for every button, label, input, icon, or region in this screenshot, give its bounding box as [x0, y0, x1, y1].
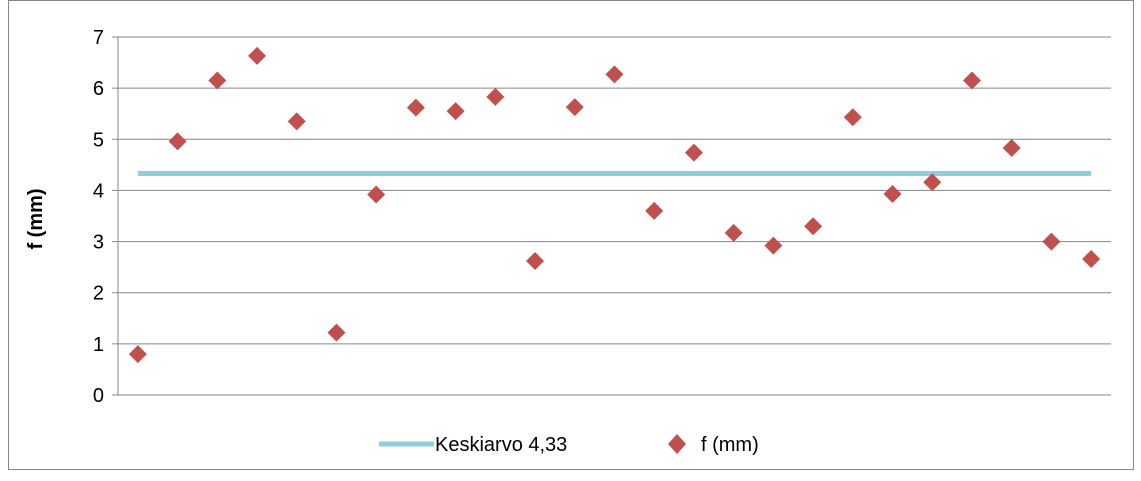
- y-tick-label: 1: [93, 334, 104, 356]
- gridlines: [117, 36, 1111, 396]
- series-layer: [128, 46, 1101, 364]
- y-tick-label: 2: [93, 283, 104, 305]
- data-point-11: [526, 252, 545, 271]
- y-tick-label: 5: [93, 129, 104, 151]
- data-point-13: [605, 65, 624, 84]
- data-point-14: [645, 201, 664, 220]
- data-point-5: [287, 112, 306, 131]
- data-point-20: [883, 185, 902, 204]
- y-tick-label: 6: [93, 78, 104, 100]
- data-point-6: [327, 323, 346, 342]
- legend-label-f-mm: f (mm): [701, 434, 759, 456]
- data-point-9: [446, 102, 465, 121]
- data-point-24: [1042, 232, 1061, 251]
- chart-svg: 0 1 2 3 4 5 6 7 f (mm) Keskiarvo 4,33 f (mm): [25, 27, 1111, 456]
- data-point-15: [684, 143, 703, 162]
- data-point-7: [367, 185, 386, 204]
- y-tick-label: 3: [93, 232, 104, 254]
- y-tick-label: 7: [93, 27, 104, 49]
- data-point-17: [764, 236, 783, 255]
- data-point-25: [1082, 249, 1101, 268]
- data-point-22: [962, 71, 981, 90]
- data-point-21: [923, 173, 942, 192]
- data-point-23: [1002, 138, 1021, 157]
- y-tick-label: 0: [93, 385, 104, 407]
- data-point-16: [724, 223, 743, 242]
- data-point-18: [804, 217, 823, 236]
- data-point-10: [486, 87, 505, 106]
- y-axis-label: f (mm): [25, 188, 47, 249]
- legend: Keskiarvo 4,33 f (mm): [379, 434, 759, 456]
- y-axis-ticks: 0 1 2 3 4 5 6 7: [93, 27, 118, 407]
- data-point-19: [843, 108, 862, 127]
- data-point-3: [208, 71, 227, 90]
- legend-swatch-diamond: [668, 434, 686, 454]
- data-point-2: [168, 132, 187, 151]
- data-point-4: [248, 46, 267, 65]
- y-tick-label: 4: [93, 180, 104, 202]
- legend-label-mean: Keskiarvo 4,33: [435, 434, 567, 456]
- data-point-12: [565, 98, 584, 117]
- data-point-1: [128, 345, 147, 364]
- data-point-8: [406, 98, 425, 117]
- chart-frame: 0 1 2 3 4 5 6 7 f (mm) Keskiarvo 4,33 f (mm): [8, 0, 1134, 470]
